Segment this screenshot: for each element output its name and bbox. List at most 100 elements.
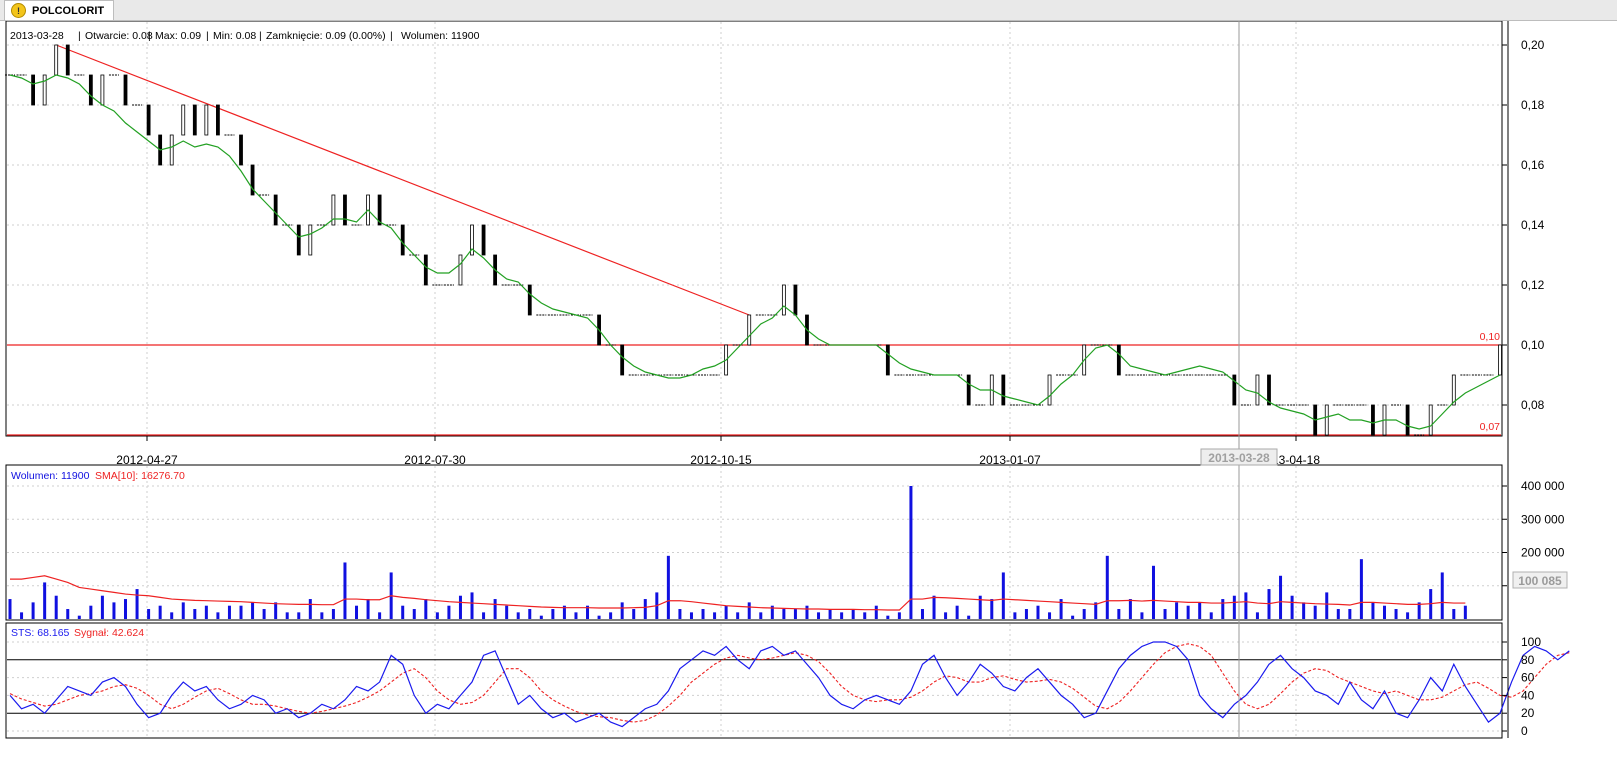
volume-bar [1382,605,1386,619]
volume-bar [1290,595,1294,619]
volume-bar [586,605,590,619]
volume-bar [320,612,324,619]
volume-bar [551,609,555,619]
svg-text:|: | [148,30,151,42]
volume-bar [1406,612,1410,619]
svg-text:|: | [78,30,81,42]
x-tick-label: 13-04-18 [1272,453,1320,467]
volume-bar [1105,555,1109,619]
oscillator-tick-label: 100 [1521,635,1541,649]
volume-bar [66,609,70,619]
volume-bar [412,609,416,619]
price-bar [793,284,798,316]
volume-bar [262,609,266,619]
volume-bar [20,612,24,619]
volume-bar [597,615,601,619]
volume-bar [285,612,289,619]
level-label-0-10: 0,10 [1480,331,1501,343]
oscillator-tick-label: 80 [1521,653,1535,667]
volume-bar [562,605,566,619]
price-bar [54,44,59,76]
volume-bar [378,612,382,619]
price-bar [377,194,382,226]
volume-bar [193,609,197,619]
tab-polcolorit[interactable]: ! POLCOLORIT [4,0,115,20]
volume-bar [1059,599,1063,619]
x-tick-label: 2012-07-30 [404,453,466,467]
price-bar [885,344,890,376]
volume-bar [447,605,451,619]
price-tick-label: 0,16 [1521,158,1545,172]
volume-bar [817,612,821,619]
volume-bar [1394,609,1398,619]
volume-bar [1463,605,1467,619]
price-tick-label: 0,20 [1521,38,1545,52]
volume-bar [366,599,370,619]
volume-bar [609,612,613,619]
price-bar [192,104,197,136]
volume-bar [1313,605,1317,619]
price-bar [273,194,278,226]
price-bar [470,224,474,256]
volume-bars [8,486,1467,619]
volume-bar [620,602,624,619]
price-bar [146,104,151,136]
price-bar [1116,344,1121,376]
volume-bar [424,599,428,619]
volume-bar [343,562,347,619]
volume-bar [308,599,312,619]
cursor-date-label: 2013-03-28 [1208,451,1270,465]
volume-bar [805,605,809,619]
volume-bar [1186,605,1190,619]
volume-bar [1001,572,1005,619]
oscillator-tick-label: 0 [1521,724,1528,738]
volume-bar [112,602,116,619]
price-bar [296,224,301,256]
volume-bar [1082,609,1086,619]
trend-line [55,44,750,316]
volume-bar [759,612,763,619]
price-bar [1255,374,1260,406]
volume-bar [181,602,185,619]
volume-bar [1117,609,1121,619]
price-sma-line [9,74,1501,430]
volume-bar [516,612,520,619]
price-bar [747,314,752,346]
volume-bar [204,605,208,619]
volume-bar [135,589,139,619]
volume-tick-label: 300 000 [1521,512,1565,526]
volume-legend: Wolumen: 11900 [11,470,90,482]
oscillator-panel-frame [5,622,1503,739]
signal-legend: Sygnał: 42.624 [74,627,144,639]
volume-bar [1071,615,1075,619]
volume-bar [944,612,948,619]
volume-bar [158,605,162,619]
volume-bar [724,605,728,619]
volume-bar [435,612,439,619]
svg-text:|: | [206,30,209,42]
svg-text:|: | [390,30,393,42]
volume-bar [643,599,647,619]
price-bar [1267,374,1271,406]
volume-bar [990,599,994,619]
volume-bar [770,605,774,619]
price-bar [100,74,105,106]
level-label-0-07: 0,07 [1480,421,1501,433]
volume-bar [1371,602,1375,619]
price-bar [781,284,786,316]
price-bar [1451,374,1456,406]
volume-bar [147,609,151,619]
volume-bar [170,612,174,619]
volume-bar [689,612,693,619]
volume-sma-legend: SMA[10]: 16276.70 [95,470,185,482]
volume-bar [1128,599,1132,619]
stock-chart[interactable]: 2012-04-27 2012-07-30 2012-10-15 2013-01-07… [0,21,1617,764]
price-bar [1405,404,1410,436]
price-tick-label: 0,14 [1521,218,1545,232]
volume-bar [251,602,255,619]
volume-bar [851,609,855,619]
info-close: Zamknięcie: 0.09 (0.00%) [266,30,386,42]
volume-bar [955,605,959,619]
price-bar [527,284,532,316]
svg-text:|: | [259,30,262,42]
